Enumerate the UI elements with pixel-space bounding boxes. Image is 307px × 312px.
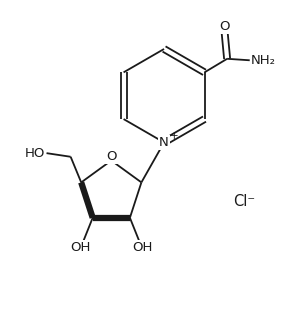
Text: OH: OH [70,241,91,254]
Text: N: N [159,136,169,149]
Text: O: O [106,150,117,163]
Text: HO: HO [25,147,45,160]
Text: OH: OH [132,241,152,254]
Text: Cl⁻: Cl⁻ [233,194,255,209]
Text: NH₂: NH₂ [251,54,276,67]
Text: O: O [220,20,230,33]
Text: +: + [170,131,179,141]
